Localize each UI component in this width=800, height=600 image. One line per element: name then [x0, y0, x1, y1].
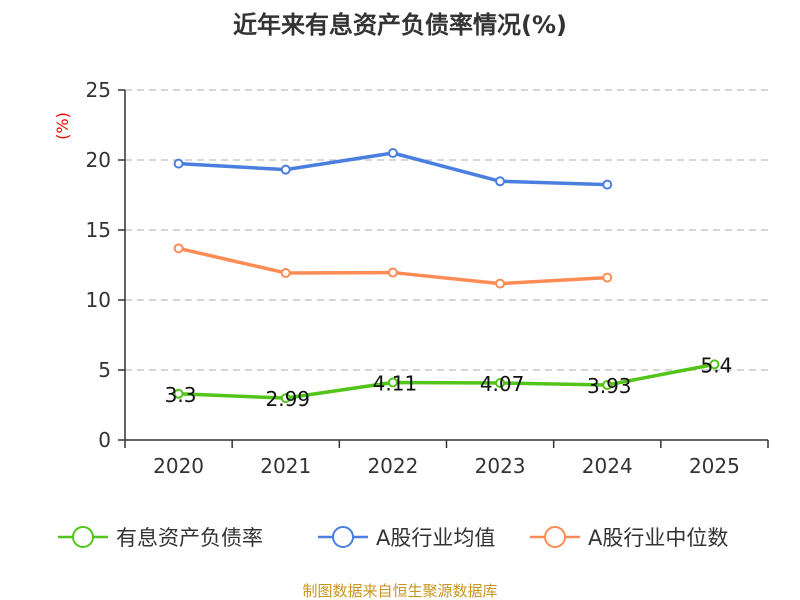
data-point[interactable]: [173, 243, 184, 254]
legend-item-2[interactable]: A股行业中位数: [530, 526, 728, 550]
data-label: 2.99: [265, 387, 310, 411]
y-tick-label: 15: [86, 218, 111, 242]
data-point[interactable]: [280, 393, 291, 404]
x-tick-label: 2025: [689, 454, 740, 478]
data-point[interactable]: [280, 267, 291, 278]
x-tick-label: 2020: [153, 454, 204, 478]
data-label: 4.11: [373, 371, 418, 395]
data-label: 3.93: [587, 374, 632, 398]
series-0: 3.3 2.99 4.11 4.07 3.93 5.4: [165, 353, 733, 411]
data-point[interactable]: [173, 158, 184, 169]
y-tick-label: 25: [86, 78, 111, 102]
data-label: 5.4: [701, 353, 733, 377]
data-point[interactable]: [709, 359, 720, 370]
x-tick-label: 2021: [260, 454, 311, 478]
data-point[interactable]: [602, 379, 613, 390]
legend-item-0[interactable]: 有息资产负债率: [58, 526, 263, 550]
data-point[interactable]: [173, 388, 184, 399]
x-tick-label: 2024: [582, 454, 633, 478]
x-tick-label: 2023: [475, 454, 526, 478]
series-line: [178, 362, 715, 400]
series-2: [173, 243, 613, 289]
series-line: [178, 246, 608, 286]
x-tick-label: 2022: [367, 454, 418, 478]
data-point[interactable]: [495, 378, 506, 389]
series-1: [173, 148, 613, 190]
source-note: 制图数据来自恒生聚源数据库: [302, 582, 497, 600]
data-point[interactable]: [387, 148, 398, 158]
data-point[interactable]: [387, 377, 398, 388]
legend-label: A股行业中位数: [588, 526, 728, 550]
legend-label: A股行业均值: [376, 526, 495, 550]
y-axis-label: (%): [53, 112, 72, 140]
data-point[interactable]: [602, 179, 613, 190]
data-point[interactable]: [602, 272, 613, 283]
legend-item-1[interactable]: A股行业均值: [318, 526, 495, 550]
data-point[interactable]: [387, 267, 398, 278]
y-tick-label: 5: [98, 358, 111, 382]
chart-title: 近年来有息资产负债率情况(%): [233, 11, 567, 39]
data-point[interactable]: [280, 164, 291, 175]
y-tick-label: 0: [98, 428, 111, 452]
y-tick-label: 20: [86, 148, 111, 172]
data-point[interactable]: [495, 278, 506, 289]
data-point[interactable]: [495, 176, 506, 187]
legend-label: 有息资产负债率: [116, 526, 263, 550]
legend-marker-icon: [72, 526, 94, 548]
legend-marker-icon: [544, 526, 566, 548]
y-tick-label: 10: [86, 288, 111, 312]
data-label: 4.07: [480, 372, 525, 396]
data-label: 3.3: [165, 383, 197, 407]
legend-marker-icon: [332, 526, 354, 548]
